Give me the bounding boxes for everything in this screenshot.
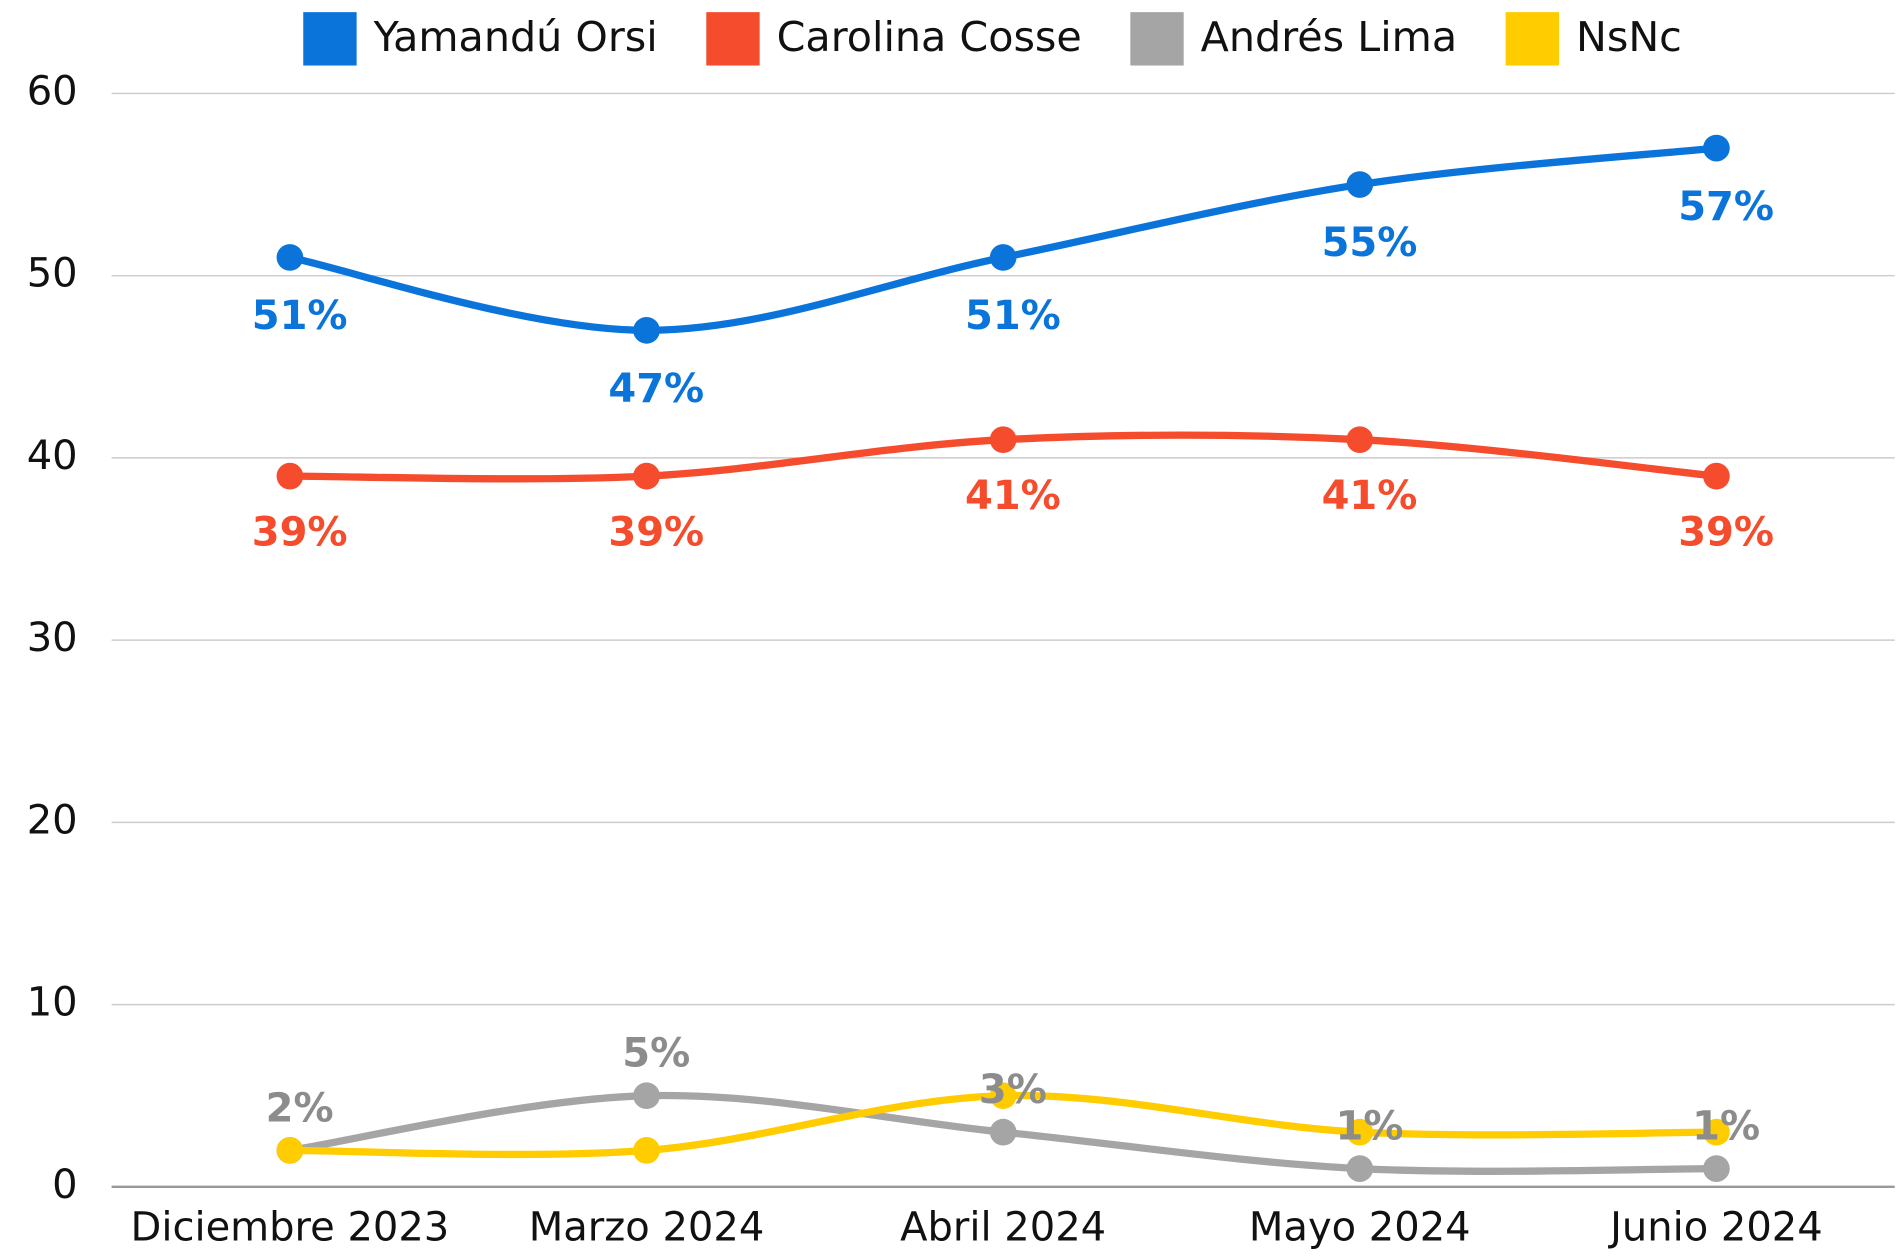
legend-swatch [1505,12,1560,66]
data-label: 51% [252,293,348,339]
data-label: 57% [1678,184,1774,230]
point [1703,1155,1730,1182]
data-label: 51% [965,293,1061,339]
y-tick-label: 30 [27,615,78,661]
legend-swatch [706,12,760,66]
data-label: 55% [1322,220,1418,266]
x-tick-label: Mayo 2024 [1249,1204,1471,1250]
data-label: 47% [608,366,704,412]
point [989,244,1017,271]
point [1703,1118,1730,1146]
point [1346,1155,1374,1182]
x-tick-label: Abril 2024 [900,1204,1106,1250]
point [1346,171,1374,198]
y-tick-label: 20 [27,797,78,843]
legend-swatch [303,12,357,66]
data-label: 41% [965,473,1061,519]
point [276,244,304,271]
point [989,1118,1017,1146]
data-label: 5% [622,1031,690,1077]
x-tick-label: Marzo 2024 [529,1204,764,1250]
data-label: 39% [252,509,348,555]
y-tick-label: 10 [27,980,78,1026]
y-tick-label: 0 [52,1162,77,1208]
legend-label: Yamandú Orsi [373,13,658,61]
point [1346,1118,1374,1146]
data-label: 39% [608,509,704,555]
data-label: 41% [1322,473,1418,519]
legend-label: Carolina Cosse [777,13,1082,61]
legend-swatch [1130,12,1184,66]
point [633,462,660,490]
point [989,426,1017,454]
data-label: 2% [266,1085,334,1131]
point [276,1137,304,1164]
y-tick-label: 60 [27,68,78,114]
data-label: 3% [979,1067,1047,1113]
point [633,316,660,344]
data-label: 39% [1678,509,1774,555]
point [1703,134,1730,162]
data-label: 1% [1692,1104,1760,1150]
x-tick-label: Diciembre 2023 [131,1204,450,1250]
x-tick-label: Junio 2024 [1607,1204,1823,1250]
point [1346,426,1374,454]
y-tick-label: 50 [27,251,78,297]
legend-label: Andrés Lima [1201,13,1457,61]
point [989,1082,1017,1110]
y-tick-label: 40 [27,433,78,479]
point [276,462,304,490]
point [633,1137,660,1164]
point [1703,462,1730,490]
data-label: 1% [1336,1104,1404,1150]
legend-label: NsNc [1576,13,1682,61]
point [633,1082,660,1110]
